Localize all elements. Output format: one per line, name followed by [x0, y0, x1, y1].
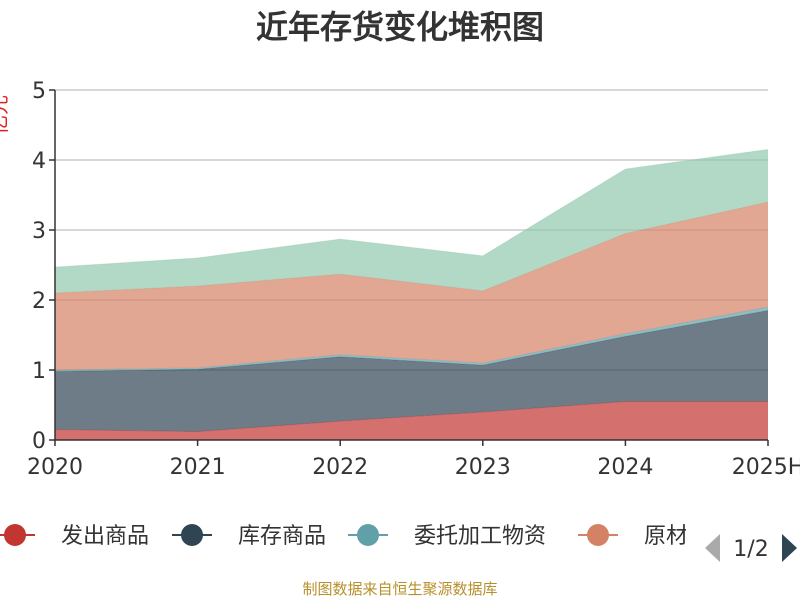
x-tick-label: 2025H — [732, 455, 800, 480]
legend-label: 原材料 — [644, 524, 710, 549]
y-tick-label: 4 — [32, 149, 46, 174]
y-axis-label: 亿元 — [0, 95, 11, 135]
legend-swatch-marker — [587, 524, 609, 546]
area-series-3 — [55, 202, 768, 370]
legend-pager: 1/2 — [705, 534, 797, 562]
chart-title: 近年存货变化堆积图 — [256, 8, 544, 46]
legend-item[interactable]: 委托加工物资 — [348, 524, 546, 549]
area-series-1 — [55, 310, 768, 432]
y-tick-label: 5 — [32, 79, 46, 104]
legend-next-page-icon[interactable] — [782, 534, 797, 562]
y-tick-label: 0 — [32, 429, 46, 454]
y-tick-labels: 0 1 2 3 4 5 — [32, 79, 46, 454]
area-series-0 — [55, 401, 768, 440]
legend: 发出商品 库存商品 委托加工物资 原材料 — [0, 524, 710, 549]
legend-item[interactable]: 原材料 — [578, 524, 710, 549]
legend-label: 库存商品 — [238, 524, 326, 549]
x-tick-label: 2021 — [170, 455, 226, 480]
area-series-edge-4 — [54, 149, 769, 268]
legend-page-indicator: 1/2 — [733, 537, 768, 562]
legend-swatch-marker — [357, 524, 379, 546]
legend-label: 发出商品 — [61, 524, 149, 549]
area-series-4 — [55, 149, 768, 293]
legend-item[interactable]: 发出商品 — [0, 524, 149, 549]
stacked-areas — [54, 149, 769, 440]
x-tick-label: 2023 — [455, 455, 511, 480]
y-tick-label: 1 — [32, 359, 46, 384]
legend-swatch-marker — [181, 524, 203, 546]
x-tick-label: 2020 — [27, 455, 83, 480]
x-tick-label: 2024 — [597, 455, 653, 480]
x-tick-label: 2022 — [312, 455, 368, 480]
data-source-note: 制图数据来自恒生聚源数据库 — [302, 580, 497, 598]
axes — [49, 89, 769, 446]
legend-swatch-marker — [4, 524, 26, 546]
legend-label: 委托加工物资 — [414, 524, 546, 549]
y-tick-label: 3 — [32, 219, 46, 244]
y-tick-label: 2 — [32, 289, 46, 314]
legend-prev-page-icon[interactable] — [705, 534, 720, 562]
legend-item[interactable]: 库存商品 — [172, 524, 326, 549]
x-tick-labels: 2020 2021 2022 2023 2024 2025H — [27, 455, 800, 480]
